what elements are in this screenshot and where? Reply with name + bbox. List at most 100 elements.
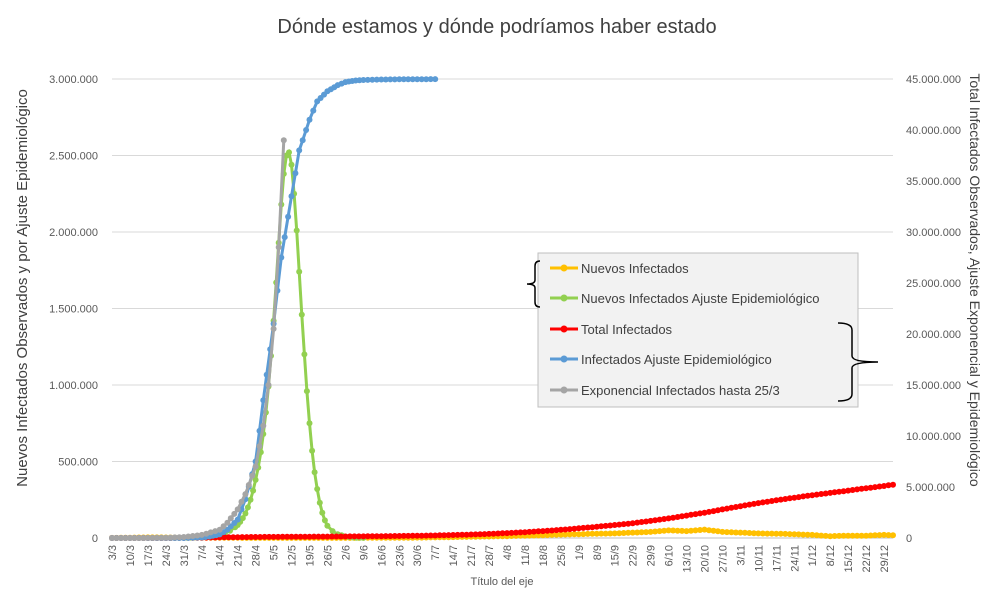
- data-point: [665, 527, 672, 534]
- right-brace: [837, 322, 879, 402]
- data-point: [504, 530, 510, 537]
- data-point: [328, 533, 335, 540]
- data-point: [490, 530, 497, 537]
- data-point: [836, 488, 843, 495]
- data-point: [706, 527, 712, 534]
- data-point: [378, 533, 385, 540]
- data-point: [607, 530, 614, 537]
- data-point: [557, 531, 564, 538]
- x-tick-label: 28/4: [251, 545, 263, 566]
- data-point: [387, 76, 394, 83]
- x-tick-label: 15/12: [843, 545, 855, 573]
- data-point: [450, 532, 457, 538]
- data-point: [280, 137, 287, 144]
- data-point: [324, 522, 331, 529]
- x-tick-label: 1/9: [574, 545, 586, 560]
- data-point: [539, 532, 546, 539]
- legend-swatch-marker: [560, 386, 568, 394]
- data-point: [369, 76, 376, 83]
- data-point: [180, 534, 187, 540]
- series-5: [109, 137, 287, 541]
- x-tick-label: 5/5: [269, 545, 281, 560]
- data-point: [822, 490, 829, 497]
- data-point: [670, 514, 677, 521]
- y-left-tick-label: 3.000.000: [49, 74, 98, 86]
- y-right-tick-label: 40.000.000: [906, 125, 961, 137]
- data-point: [827, 533, 834, 540]
- data-point: [598, 530, 605, 537]
- data-point: [643, 529, 650, 536]
- data-point: [373, 533, 380, 540]
- x-tick-label: 23/6: [394, 545, 406, 566]
- data-point: [423, 532, 430, 539]
- data-point: [885, 532, 892, 539]
- data-point: [284, 533, 291, 540]
- data-point: [741, 502, 748, 509]
- x-tick-label: 12/5: [287, 545, 299, 566]
- data-point: [876, 532, 883, 539]
- data-point: [288, 533, 295, 540]
- data-point: [288, 161, 295, 168]
- data-point: [472, 531, 479, 538]
- data-point: [849, 487, 856, 493]
- data-point: [234, 516, 241, 523]
- legend-swatch-marker: [560, 355, 568, 363]
- data-point: [620, 521, 627, 528]
- y-right-tick-label: 5.000.000: [906, 482, 955, 494]
- data-point: [679, 513, 685, 520]
- data-point: [562, 526, 569, 533]
- data-point: [656, 528, 663, 535]
- data-point: [786, 495, 793, 502]
- series-group: [109, 76, 896, 541]
- data-point: [198, 531, 205, 538]
- data-point: [688, 527, 694, 534]
- y-left-tick-label: 1.000.000: [49, 380, 98, 392]
- y-left-tick-label: 500.000: [58, 457, 98, 469]
- data-point: [539, 528, 546, 535]
- data-point: [194, 532, 201, 539]
- data-point: [719, 506, 726, 513]
- data-point: [391, 76, 398, 83]
- data-point: [849, 532, 856, 539]
- data-point: [867, 532, 874, 539]
- chart-title: Dónde estamos y dónde podríamos haber es…: [277, 16, 716, 38]
- data-point: [266, 533, 273, 540]
- data-point: [764, 530, 771, 537]
- data-point: [270, 325, 277, 332]
- data-point: [791, 531, 798, 538]
- y-right-tick-label: 30.000.000: [906, 227, 961, 239]
- data-point: [320, 533, 326, 540]
- data-point: [230, 534, 237, 541]
- data-point: [845, 532, 852, 539]
- x-tick-label: 1/12: [807, 545, 819, 566]
- x-tick-label: 7/7: [430, 545, 442, 560]
- data-point: [701, 509, 708, 516]
- x-tick-label: 9/6: [358, 545, 370, 560]
- data-point: [360, 77, 367, 83]
- data-point: [548, 531, 555, 538]
- data-point: [571, 531, 578, 538]
- data-point: [391, 533, 398, 539]
- data-point: [275, 533, 282, 540]
- data-point: [298, 311, 305, 318]
- data-point: [755, 530, 762, 537]
- data-point: [286, 149, 292, 156]
- data-point: [337, 533, 344, 540]
- data-point: [346, 533, 353, 540]
- data-point: [382, 76, 389, 83]
- data-point: [714, 507, 721, 514]
- data-point: [306, 116, 313, 123]
- data-point: [890, 481, 896, 488]
- x-tick-label: 26/5: [322, 545, 334, 566]
- data-point: [369, 533, 376, 540]
- data-point: [616, 521, 623, 528]
- data-point: [373, 76, 380, 83]
- data-point: [387, 533, 394, 540]
- y-right-tick-label: 10.000.000: [906, 431, 961, 443]
- data-point: [759, 499, 766, 506]
- data-point: [885, 482, 892, 489]
- data-point: [521, 529, 528, 536]
- x-tick-label: 31/3: [179, 545, 191, 566]
- data-point: [477, 531, 484, 538]
- x-tick-label: 21/4: [233, 545, 245, 566]
